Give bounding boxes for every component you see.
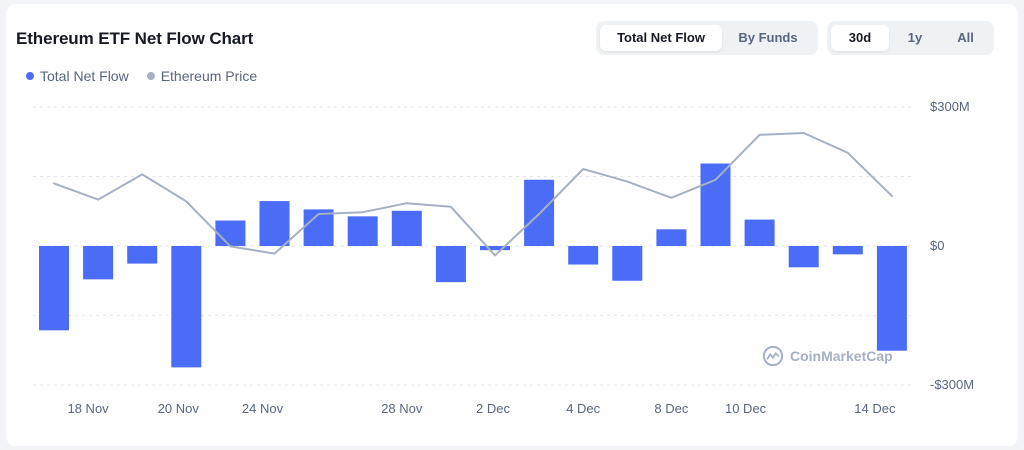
- coinmarketcap-logo-icon: [762, 345, 784, 367]
- legend-item-ethereum-price[interactable]: Ethereum Price: [146, 68, 258, 84]
- range-tab-all[interactable]: All: [957, 30, 974, 45]
- x-tick-label: 24 Nov: [242, 401, 284, 416]
- view-toggle: Total Net Flow By Funds: [596, 21, 818, 55]
- bar-net-flow: [39, 246, 69, 331]
- legend-label-ethereum-price: Ethereum Price: [160, 68, 258, 84]
- chart-title: Ethereum ETF Net Flow Chart: [16, 29, 254, 48]
- bar-net-flow: [127, 246, 158, 264]
- x-tick-label: 20 Nov: [158, 401, 200, 416]
- tab-by-funds[interactable]: By Funds: [738, 30, 798, 45]
- x-tick-label: 2 Dec: [476, 401, 510, 416]
- bar-net-flow: [480, 246, 510, 251]
- y-tick-label: $300M: [930, 99, 970, 114]
- legend-item-net-flow[interactable]: Total Net Flow: [26, 68, 129, 84]
- bar-net-flow: [303, 209, 334, 246]
- bar-net-flow: [347, 216, 378, 246]
- bar-net-flow: [832, 246, 863, 255]
- y-tick-label: -$300M: [930, 377, 974, 392]
- bar-net-flow: [656, 229, 687, 246]
- watermark-text: CoinMarketCap: [790, 348, 893, 364]
- range-tab-1y[interactable]: 1y: [907, 30, 923, 45]
- legend-label-net-flow: Total Net Flow: [40, 68, 129, 84]
- range-toggle: 30d 1y All: [827, 21, 994, 55]
- bar-net-flow: [215, 220, 246, 246]
- bar-net-flow: [744, 219, 775, 246]
- x-tick-label: 28 Nov: [381, 401, 423, 416]
- x-tick-label: 14 Dec: [854, 401, 896, 416]
- tab-total-net-flow[interactable]: Total Net Flow: [600, 25, 722, 51]
- x-tick-label: 8 Dec: [654, 401, 688, 416]
- bar-net-flow: [568, 246, 599, 265]
- bar-net-flow: [876, 246, 907, 351]
- y-tick-label: $0: [930, 238, 944, 253]
- x-tick-label: 10 Dec: [725, 401, 767, 416]
- line-ethereum-price: [53, 132, 893, 257]
- chart-card: [6, 4, 1018, 446]
- bar-net-flow: [391, 210, 422, 246]
- watermark: CoinMarketCap: [762, 345, 893, 367]
- bar-net-flow: [259, 201, 290, 246]
- bar-net-flow: [788, 246, 819, 268]
- bar-net-flow: [171, 246, 202, 368]
- bar-net-flow: [83, 246, 114, 280]
- legend-dot-ethereum-price: [146, 72, 155, 80]
- chart-legend: Total Net Flow Ethereum Price: [26, 68, 275, 84]
- bar-net-flow: [435, 246, 466, 283]
- x-tick-label: 4 Dec: [566, 401, 600, 416]
- x-tick-label: 18 Nov: [67, 401, 109, 416]
- bar-net-flow: [612, 246, 643, 281]
- bar-net-flow: [700, 163, 731, 246]
- range-tab-30d[interactable]: 30d: [831, 25, 889, 51]
- legend-dot-net-flow: [26, 72, 34, 80]
